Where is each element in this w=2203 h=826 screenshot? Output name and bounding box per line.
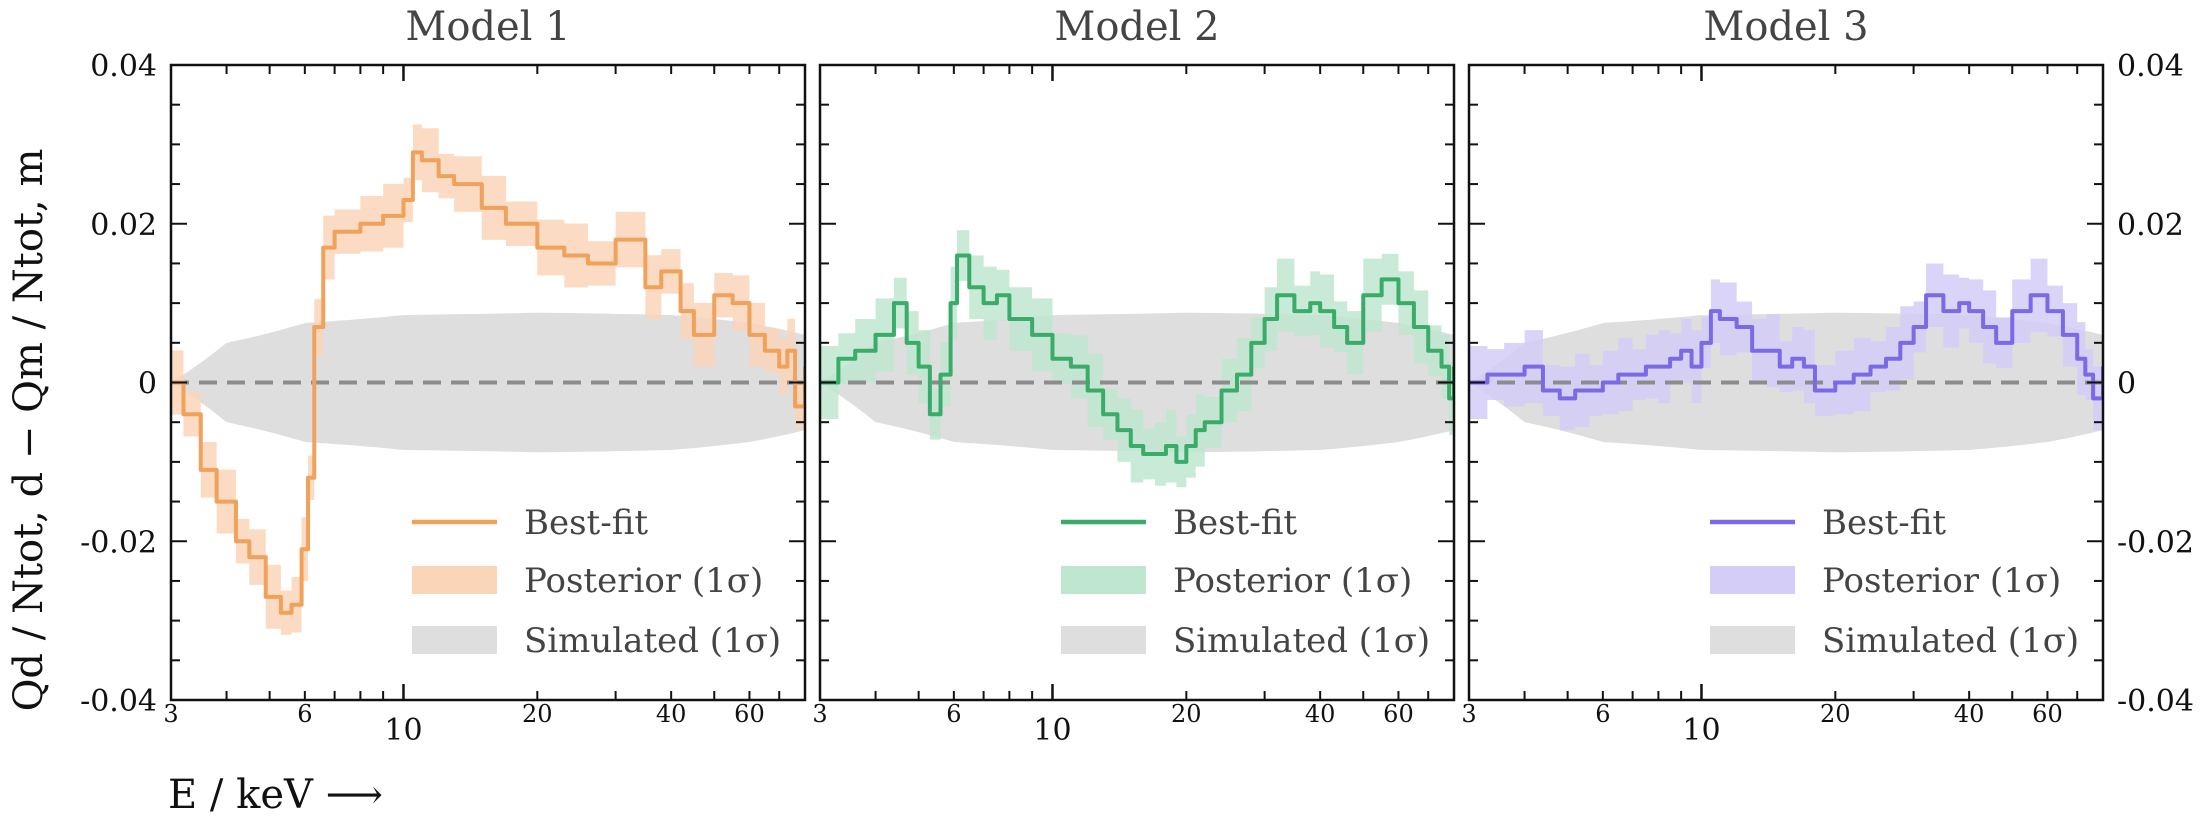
x-minor-tick-label: 20: [1171, 700, 1202, 728]
x-major-tick-label: 10: [1033, 713, 1071, 748]
x-major-tick-label: 10: [384, 713, 422, 748]
legend-posterior-label: Posterior (1σ): [1822, 561, 2061, 601]
x-minor-tick-label: 40: [1954, 700, 1985, 728]
legend: Best-fit Posterior (1σ) Simulated (1σ): [1061, 503, 1430, 661]
x-minor-tick-label: 3: [1461, 700, 1476, 728]
legend-simulated-swatch: [1710, 626, 1795, 654]
x-minor-tick-label: 3: [163, 700, 178, 728]
panel-model-3: Model 3 10 3 6 20 40 60 -0.04 -0.02 0 0.02 0.04 Best…: [1461, 4, 2194, 748]
best-fit-line: [820, 253, 1454, 464]
y-tick-label: -0.04: [80, 684, 157, 719]
legend-posterior-label: Posterior (1σ): [1173, 561, 1412, 601]
plot-area: [1469, 258, 2103, 453]
best-fit-line: [171, 150, 805, 615]
legend-posterior-label: Posterior (1σ): [524, 561, 763, 601]
y-tick-label: 0.02: [90, 208, 157, 243]
x-minor-tick-label: 6: [1595, 700, 1610, 728]
x-minor-tick-label: 20: [522, 700, 553, 728]
panel-model-1: Model 1 10 3 6 20 40 60 -0.04 -0.02 0 0.02 0.04 Best…: [80, 4, 807, 748]
panel-model-2: Model 2 10 3 6 20 40 60 Best-fit Posterior (1σ) S…: [812, 4, 1456, 748]
x-minor-tick-label: 3: [812, 700, 827, 728]
x-minor-tick-label: 6: [297, 700, 312, 728]
x-minor-tick-label: 60: [2032, 700, 2063, 728]
best-fit-line: [1469, 293, 2103, 401]
y-tick-label: -0.02: [2117, 525, 2194, 560]
posterior-band: [171, 124, 805, 635]
x-minor-tick-label: 6: [946, 700, 961, 728]
y-tick-label: 0.02: [2117, 208, 2184, 243]
y-tick-label: -0.04: [2117, 684, 2194, 719]
panel-title: Model 2: [1054, 4, 1219, 50]
legend-simulated-swatch: [1061, 626, 1146, 654]
plot-area: [171, 124, 805, 635]
legend-best-fit-label: Best-fit: [1822, 503, 1946, 543]
panel-title: Model 1: [405, 4, 570, 50]
x-minor-tick-label: 60: [1383, 700, 1414, 728]
legend: Best-fit Posterior (1σ) Simulated (1σ): [1710, 503, 2079, 661]
legend-best-fit-label: Best-fit: [1173, 503, 1297, 543]
y-tick-label: 0.04: [2117, 49, 2184, 84]
x-axis-label: E / keV ⟶: [168, 772, 383, 818]
y-axis-label: Qd / Ntot, d − Qm / Ntot, m: [6, 149, 52, 712]
y-tick-label: 0.04: [90, 49, 157, 84]
y-tick-label: -0.02: [80, 525, 157, 560]
panel-title: Model 3: [1703, 4, 1868, 50]
legend-posterior-swatch: [1061, 566, 1146, 594]
x-major-tick-label: 10: [1682, 713, 1720, 748]
y-tick-label: 0: [138, 367, 157, 402]
x-minor-tick-label: 20: [1820, 700, 1851, 728]
x-minor-tick-label: 60: [734, 700, 765, 728]
legend-posterior-swatch: [412, 566, 497, 594]
legend-simulated-label: Simulated (1σ): [1173, 621, 1430, 661]
legend-simulated-label: Simulated (1σ): [524, 621, 781, 661]
legend-simulated-label: Simulated (1σ): [1822, 621, 2079, 661]
x-minor-tick-label: 40: [1305, 700, 1336, 728]
plot-area: [820, 230, 1454, 488]
legend-best-fit-label: Best-fit: [524, 503, 648, 543]
y-tick-label: 0: [2117, 367, 2136, 402]
legend-simulated-swatch: [412, 626, 497, 654]
legend-posterior-swatch: [1710, 566, 1795, 594]
x-minor-tick-label: 40: [656, 700, 687, 728]
legend: Best-fit Posterior (1σ) Simulated (1σ): [412, 503, 781, 661]
